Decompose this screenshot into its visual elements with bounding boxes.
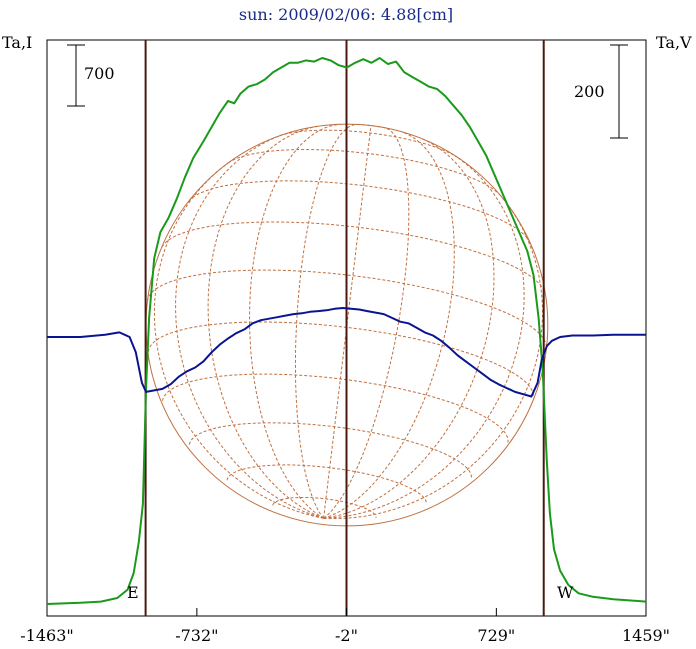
right-axis-label: Ta,V	[656, 33, 692, 52]
latitude-line	[279, 129, 458, 158]
longitude-line	[153, 162, 324, 519]
longitude-line	[323, 125, 372, 519]
disk-group	[145, 123, 549, 527]
series-V-line	[47, 307, 646, 398]
longitude-line	[207, 125, 324, 519]
series-I-line	[46, 57, 647, 605]
latitude-line	[188, 180, 531, 243]
latitude-line	[161, 221, 546, 294]
series-group	[46, 57, 647, 605]
x-tick-label: 729"	[477, 626, 515, 645]
latitude-line	[357, 123, 385, 129]
left-axis-label: Ta,I	[2, 33, 32, 52]
longitude-line	[248, 123, 340, 519]
latitude-line	[147, 321, 535, 399]
latitude-line	[147, 269, 547, 349]
limb-label-west: W	[557, 583, 574, 602]
marker-lines	[144, 40, 545, 616]
x-tick-label: -732"	[175, 626, 218, 645]
chart-title: sun: 2009/02/06: 4.88[cm]	[239, 5, 453, 24]
longitude-line	[175, 134, 324, 519]
scale-bar-left: 700	[67, 44, 115, 107]
limb-label-east: E	[127, 583, 139, 602]
longitude-line	[323, 137, 495, 519]
x-tick-label: -1463"	[20, 626, 73, 645]
longitude-line	[295, 123, 358, 519]
longitude-line	[323, 131, 455, 519]
latitude-line	[188, 422, 472, 479]
latitude-line	[162, 373, 509, 443]
latitude-line	[226, 464, 427, 505]
x-ticks: -1463" -732" -2" 729" 1459"	[20, 608, 670, 645]
x-tick-label: -2"	[335, 626, 358, 645]
longitude-line	[323, 127, 410, 519]
scale-bar-right: 200	[574, 44, 628, 139]
scale-bar-right-label: 200	[574, 82, 605, 101]
latitude-line	[227, 148, 502, 197]
x-tick-label: 1459"	[622, 626, 670, 645]
scale-bar-left-label: 700	[84, 64, 115, 83]
longitude-line	[323, 195, 544, 520]
longitude-line	[323, 155, 525, 519]
